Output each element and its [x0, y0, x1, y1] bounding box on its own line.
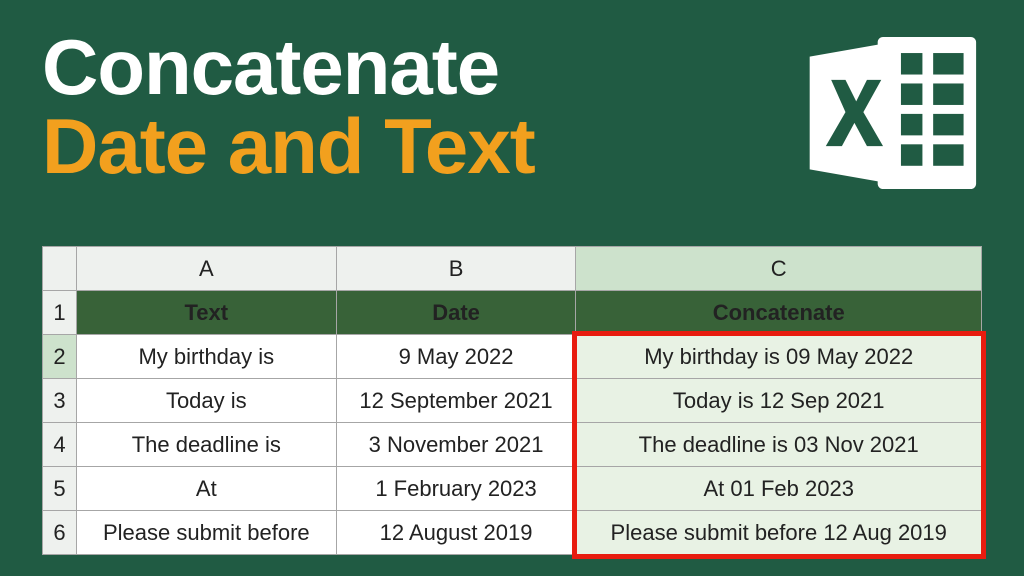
header-concatenate[interactable]: Concatenate — [576, 291, 982, 335]
title-block: Concatenate Date and Text — [42, 28, 535, 188]
cell-b6[interactable]: 12 August 2019 — [336, 511, 576, 555]
cell-c5[interactable]: At 01 Feb 2023 — [576, 467, 982, 511]
cell-a2[interactable]: My birthday is — [76, 335, 336, 379]
cell-c4[interactable]: The deadline is 03 Nov 2021 — [576, 423, 982, 467]
row-1: 1 Text Date Concatenate — [43, 291, 982, 335]
cell-c6[interactable]: Please submit before 12 Aug 2019 — [576, 511, 982, 555]
row-2: 2 My birthday is 9 May 2022 My birthday … — [43, 335, 982, 379]
header-date[interactable]: Date — [336, 291, 576, 335]
row-3: 3 Today is 12 September 2021 Today is 12… — [43, 379, 982, 423]
cell-c2[interactable]: My birthday is 09 May 2022 — [576, 335, 982, 379]
excel-icon — [802, 28, 982, 198]
row-header-6[interactable]: 6 — [43, 511, 77, 555]
title-line-1: Concatenate — [42, 28, 535, 106]
cell-c3[interactable]: Today is 12 Sep 2021 — [576, 379, 982, 423]
column-header-a[interactable]: A — [76, 247, 336, 291]
column-header-row: A B C — [43, 247, 982, 291]
column-header-c[interactable]: C — [576, 247, 982, 291]
select-all-corner[interactable] — [43, 247, 77, 291]
row-header-1[interactable]: 1 — [43, 291, 77, 335]
row-5: 5 At 1 February 2023 At 01 Feb 2023 — [43, 467, 982, 511]
header-text[interactable]: Text — [76, 291, 336, 335]
row-header-4[interactable]: 4 — [43, 423, 77, 467]
row-header-2[interactable]: 2 — [43, 335, 77, 379]
column-header-b[interactable]: B — [336, 247, 576, 291]
cell-a6[interactable]: Please submit before — [76, 511, 336, 555]
cell-b4[interactable]: 3 November 2021 — [336, 423, 576, 467]
spreadsheet-table: A B C 1 Text Date Concatenate 2 My birth… — [42, 246, 982, 555]
title-line-2: Date and Text — [42, 106, 535, 188]
row-header-5[interactable]: 5 — [43, 467, 77, 511]
cell-b2[interactable]: 9 May 2022 — [336, 335, 576, 379]
row-header-3[interactable]: 3 — [43, 379, 77, 423]
row-6: 6 Please submit before 12 August 2019 Pl… — [43, 511, 982, 555]
row-4: 4 The deadline is 3 November 2021 The de… — [43, 423, 982, 467]
cell-a3[interactable]: Today is — [76, 379, 336, 423]
cell-b3[interactable]: 12 September 2021 — [336, 379, 576, 423]
cell-a4[interactable]: The deadline is — [76, 423, 336, 467]
cell-b5[interactable]: 1 February 2023 — [336, 467, 576, 511]
cell-a5[interactable]: At — [76, 467, 336, 511]
